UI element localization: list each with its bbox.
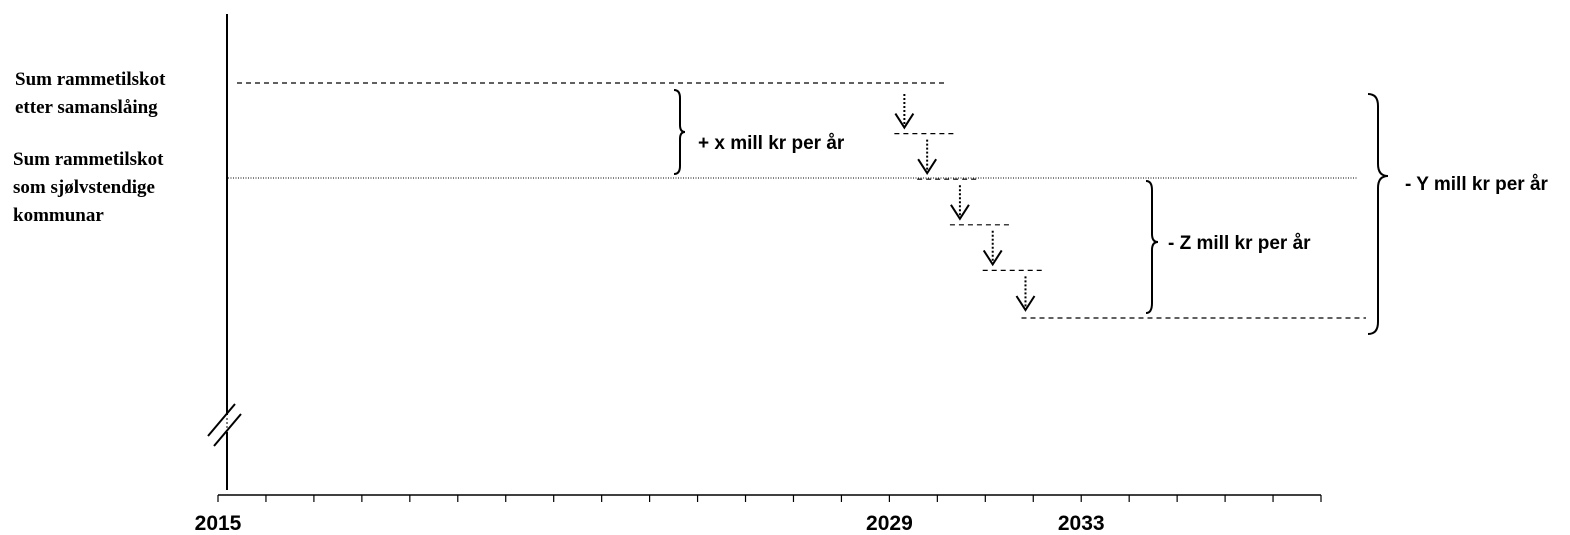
step-arrow-head bbox=[982, 249, 1003, 267]
step-arrow-head bbox=[894, 113, 915, 130]
z-decrease-brace bbox=[1145, 180, 1159, 314]
x-axis-tick-label: 2015 bbox=[195, 512, 242, 535]
merged-grant-label: Sum rammetilskot etter samanslåing bbox=[15, 66, 165, 122]
x-axis-tick-labels: 2015 2029 2033 bbox=[195, 512, 1105, 535]
x-increase-brace bbox=[673, 89, 686, 175]
y-decrease-label: - Y mill kr per år bbox=[1405, 174, 1549, 195]
step-down-group bbox=[894, 94, 1366, 319]
step-arrow-head bbox=[1015, 295, 1036, 312]
standalone-grant-label: Sum rammetilskot som sjølvstendige kommu… bbox=[13, 146, 163, 230]
z-decrease-label: - Z mill kr per år bbox=[1168, 233, 1311, 254]
standalone-grant-label-line: Sum rammetilskot bbox=[13, 149, 164, 170]
axis-break-mark bbox=[207, 403, 236, 437]
y-decrease-brace bbox=[1367, 93, 1389, 335]
x-increase-label: + x mill kr per år bbox=[698, 133, 845, 154]
standalone-grant-label-line: kommunar bbox=[13, 205, 104, 226]
merged-grant-label-line: etter samanslåing bbox=[15, 97, 158, 118]
x-axis-tick-label: 2033 bbox=[1058, 512, 1105, 535]
x-axis-ticks bbox=[217, 495, 1322, 502]
step-arrow-head bbox=[950, 204, 970, 221]
standalone-grant-label-line: som sjølvstendige bbox=[13, 177, 155, 198]
merged-grant-label-line: Sum rammetilskot bbox=[15, 69, 166, 90]
x-axis-tick-label: 2029 bbox=[866, 512, 913, 535]
step-arrow-head bbox=[917, 158, 937, 176]
